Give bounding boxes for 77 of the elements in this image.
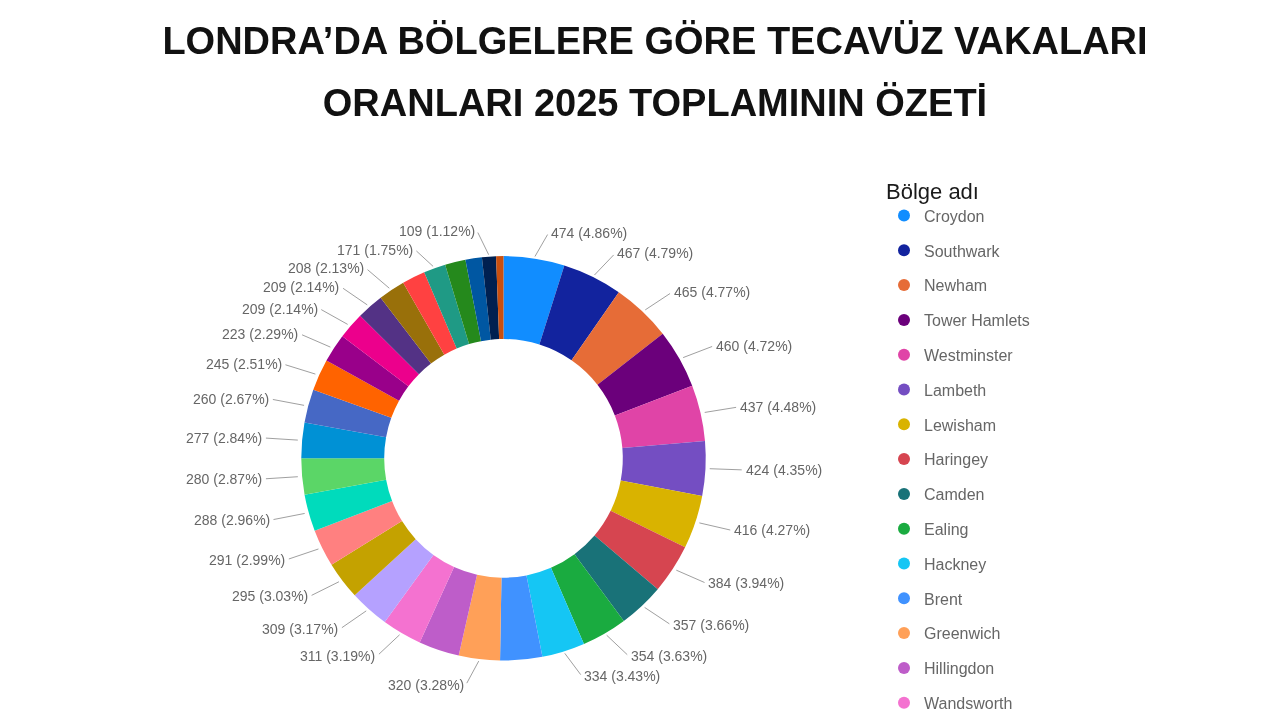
chart-title: LONDRA’DA BÖLGELERE GÖRE TECAVÜZ VAKALARI ORANLARI 2025 TOPLAMININ ÖZETİ — [161, 19, 1149, 126]
donut-slice — [503, 256, 565, 345]
donut-slice — [571, 292, 663, 385]
donut-slice — [458, 574, 502, 661]
data-label: 260 (2.67%) — [193, 391, 270, 407]
donut-slice — [326, 336, 409, 401]
data-label: 295 (3.03%) — [232, 588, 309, 604]
data-label: 209 (2.14%) — [242, 301, 319, 317]
donut-slice — [380, 282, 445, 364]
donut-slice — [342, 315, 419, 387]
legend-label: Croydon — [924, 207, 985, 225]
data-label: 245 (2.51%) — [206, 356, 283, 372]
data-label: 291 (2.99%) — [209, 552, 286, 568]
data-label: 334 (3.43%) — [584, 668, 661, 684]
donut-slice — [610, 480, 703, 548]
data-label: 320 (3.28%) — [388, 677, 465, 693]
data-label: 280 (2.87%) — [186, 471, 263, 487]
donut-slice — [526, 567, 584, 657]
data-label: 209 (2.14%) — [263, 279, 340, 295]
donut-slice — [301, 422, 387, 459]
data-label: 384 (3.94%) — [708, 575, 785, 591]
donut-slice — [301, 458, 387, 495]
legend-label: Wandsworth — [924, 694, 1013, 712]
donut-slice — [424, 264, 470, 349]
data-label: 416 (4.27%) — [734, 522, 811, 538]
donut-slice — [594, 510, 686, 590]
data-label: 171 (1.75%) — [337, 242, 414, 258]
data-label: 474 (4.86%) — [551, 225, 628, 241]
legend-label: Camden — [924, 486, 985, 504]
donut-slice — [304, 479, 393, 531]
legend-label: Southwark — [924, 242, 1001, 260]
donut-slice — [304, 389, 392, 438]
data-label: 460 (4.72%) — [716, 338, 793, 354]
data-label: 465 (4.77%) — [674, 284, 751, 300]
donut-slice — [574, 535, 658, 621]
data-label: 288 (2.96%) — [194, 512, 271, 528]
legend-label: Lambeth — [924, 381, 987, 399]
data-label: 354 (3.63%) — [631, 648, 708, 664]
donut-slice — [354, 539, 434, 623]
donut-slice — [314, 501, 403, 565]
donut-slice — [419, 566, 478, 656]
data-label: 357 (3.66%) — [673, 617, 750, 633]
donut-slice — [500, 575, 543, 661]
donut-slice — [550, 554, 624, 644]
data-label: 223 (2.29%) — [222, 326, 299, 342]
donut-slice — [360, 297, 431, 375]
data-label: 109 (1.12%) — [399, 223, 476, 239]
data-label: 437 (4.48%) — [740, 399, 817, 415]
legend-label: Haringey — [924, 451, 989, 469]
legend-label: Westminster — [924, 346, 1014, 364]
donut-slice — [539, 265, 619, 361]
legend-label: Hackney — [924, 555, 987, 573]
data-label: 467 (4.79%) — [617, 245, 694, 261]
donut-slice — [481, 256, 500, 340]
donut-slice — [620, 441, 706, 497]
legend-label: Ealing — [924, 520, 969, 538]
donut-slice — [445, 259, 482, 345]
donut-slice — [614, 385, 705, 449]
data-label: 311 (3.19%) — [300, 648, 376, 664]
data-label: 424 (4.35%) — [746, 462, 823, 478]
legend-label: Hillingdon — [924, 660, 995, 678]
legend-label: Lewisham — [924, 416, 997, 434]
data-label: 208 (2.13%) — [288, 260, 365, 276]
donut-slice — [465, 257, 491, 342]
legend-label: Brent — [924, 590, 963, 608]
donut-slice — [403, 272, 457, 355]
data-label: 277 (2.84%) — [186, 430, 263, 446]
legend-title: Bölge adı — [886, 178, 979, 204]
legend-label: Newham — [924, 277, 988, 295]
donut-slice — [384, 554, 455, 643]
donut-slice — [313, 360, 400, 418]
legend-label: Greenwich — [924, 625, 1001, 643]
donut-slice — [331, 521, 416, 596]
donut-slice — [597, 333, 693, 416]
data-label: 309 (3.17%) — [262, 621, 339, 637]
legend-label: Tower Hamlets — [924, 312, 1030, 330]
donut-slice — [496, 256, 504, 340]
